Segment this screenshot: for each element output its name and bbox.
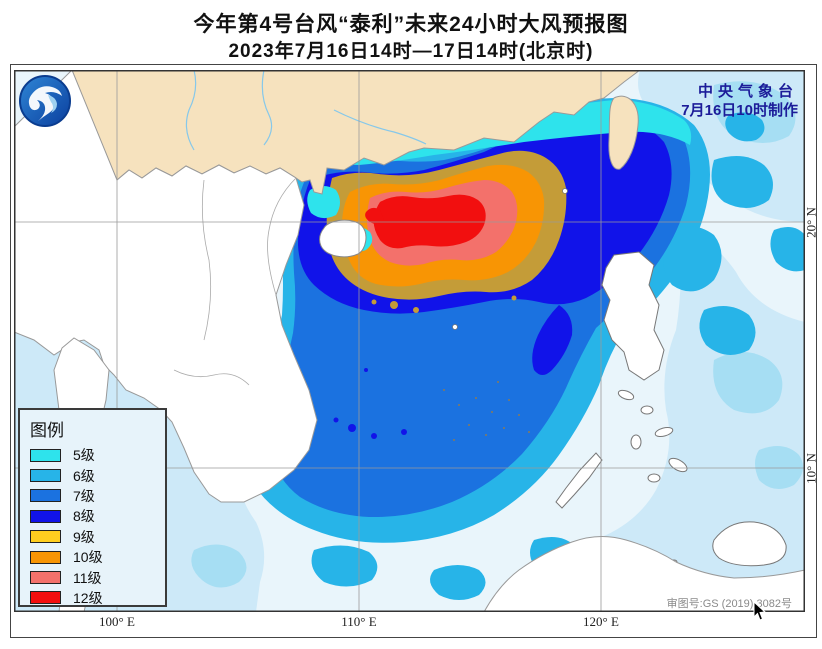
lat-tick-20n: 20° N [803, 207, 819, 238]
legend-swatch-9 [30, 530, 61, 544]
legend-swatch-8 [30, 509, 61, 523]
legend-row: 11级 [30, 567, 165, 587]
legend-label: 10级 [73, 549, 103, 566]
philippine-islands [555, 251, 787, 585]
legend-swatch-5 [30, 448, 61, 462]
wind-level12-core [365, 194, 486, 249]
legend-label: 8级 [73, 508, 95, 525]
small-islands [443, 188, 568, 441]
legend-swatch-12 [30, 591, 61, 605]
legend-row: 5级 [30, 445, 165, 465]
country-borders [173, 177, 297, 386]
indochina-peninsula [14, 70, 318, 503]
legend-label: 6级 [73, 467, 95, 484]
borneo-island [483, 536, 805, 612]
legend-label: 5级 [73, 447, 95, 464]
legend-label: 12级 [73, 589, 103, 606]
legend-row: 12级 [30, 588, 165, 608]
mouse-cursor [753, 601, 769, 623]
legend-box: 图例 5级 6级 7级 8级 9级 10级 11级 12级 [18, 408, 167, 607]
legend-label: 9级 [73, 528, 95, 545]
lon-tick-120e: 120° E [583, 614, 619, 629]
agency-issue-time: 7月16日10时制作 [681, 102, 798, 119]
legend-row: 10级 [30, 547, 165, 567]
lon-tick-110e: 110° E [341, 614, 377, 629]
legend-swatch-11 [30, 571, 61, 585]
legend-label: 7级 [73, 487, 95, 504]
taiwan-island [608, 95, 639, 170]
legend-row: 6级 [30, 465, 165, 485]
legend-label: 11级 [73, 569, 102, 586]
hainan-island [319, 219, 367, 258]
page-subtitle: 2023年7月16日14时—17日14时(北京时) [228, 41, 594, 62]
page-title: 今年第4号台风“泰利”未来24小时大风预报图 [193, 13, 629, 36]
legend-row: 7级 [30, 486, 165, 506]
legend-title: 图例 [30, 421, 64, 440]
legend-swatch-7 [30, 489, 61, 503]
legend-swatch-6 [30, 469, 61, 483]
agency-name: 中央气象台 [697, 83, 798, 100]
legend-row: 9级 [30, 527, 165, 547]
map-approval-number: 审图号:GS (2019) 3082号 [666, 598, 792, 610]
lon-tick-100e: 100° E [99, 614, 135, 629]
lat-tick-10n: 10° N [803, 453, 819, 484]
agency-watermark: 中央气象台 7月16日10时制作 [520, 82, 798, 120]
legend-row: 8级 [30, 506, 165, 526]
map-inner-frame [14, 70, 805, 612]
cma-logo [18, 74, 72, 128]
legend-swatch-10 [30, 550, 61, 564]
